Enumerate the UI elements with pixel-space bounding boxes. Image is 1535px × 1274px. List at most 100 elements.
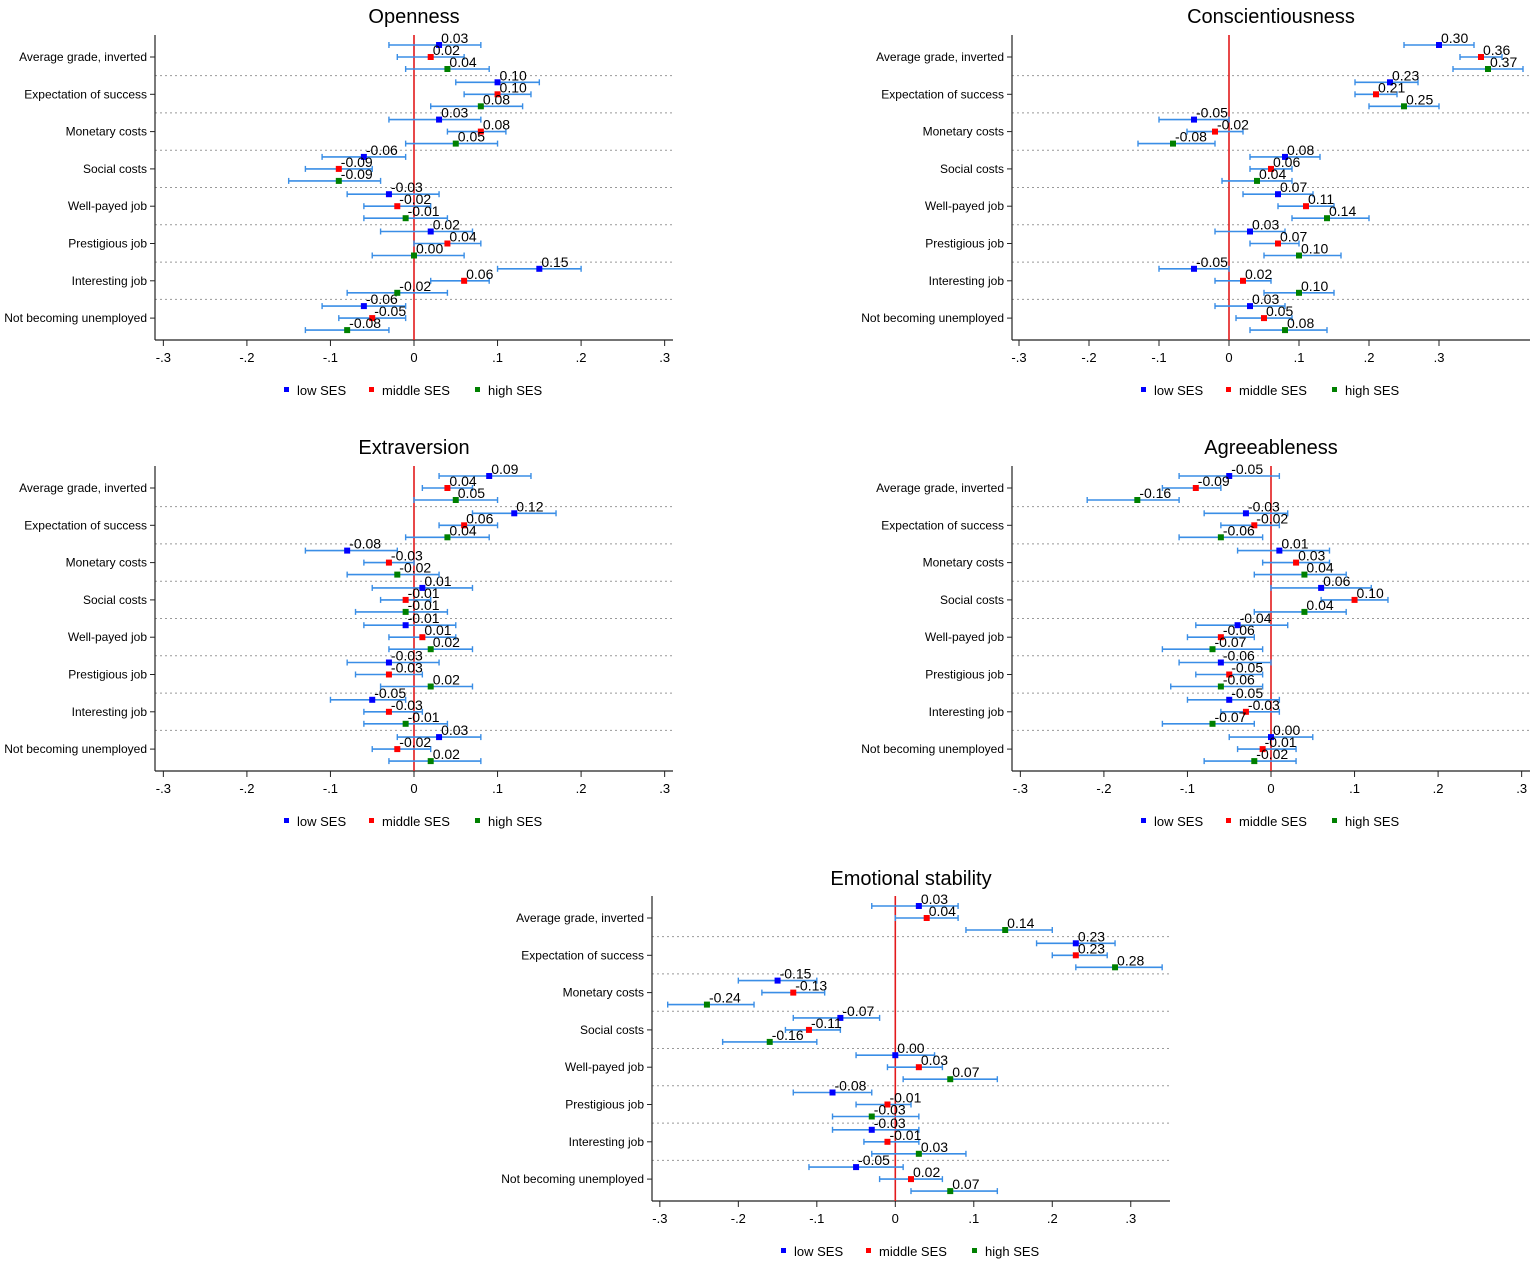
x-tick-label: -.1 — [323, 781, 338, 796]
point-estimate-marker — [344, 327, 351, 334]
legend-label: middle SES — [1239, 383, 1307, 398]
y-category-label: Not becoming unemployed — [4, 742, 147, 756]
point-estimate-marker — [419, 634, 426, 641]
point-estimate-marker — [853, 1164, 860, 1171]
x-tick-label: -.3 — [652, 1211, 667, 1226]
x-tick-label: -.2 — [239, 781, 254, 796]
y-category-label: Well-payed job — [565, 1060, 644, 1074]
data-label: -0.05 — [1231, 660, 1263, 676]
data-label: -0.05 — [1231, 461, 1263, 477]
data-label: 0.23 — [1392, 67, 1419, 83]
point-estimate-marker — [1192, 485, 1199, 491]
legend-label: low SES — [1154, 383, 1203, 398]
data-label: 0.06 — [1273, 154, 1300, 170]
data-label: 0.03 — [921, 891, 948, 907]
panel-conscientiousness: Conscientiousness -.3 -.2 -.1 0 .1 .2 .3 Average… — [861, 6, 1530, 398]
data-label: 0.03 — [1298, 548, 1325, 564]
point-estimate-marker — [915, 1064, 922, 1071]
data-label: 0.23 — [1078, 928, 1105, 944]
data-label: -0.05 — [374, 685, 406, 701]
y-category-label: Average grade, inverted — [516, 911, 644, 925]
y-category-label: Expectation of success — [521, 948, 644, 962]
point-estimate-marker — [1351, 596, 1358, 603]
point-estimate-marker — [436, 42, 443, 48]
data-label: 0.25 — [1406, 91, 1433, 107]
point-estimate-marker — [1282, 327, 1288, 334]
data-label: -0.03 — [391, 697, 423, 713]
point-estimate-marker — [1191, 116, 1197, 123]
point-estimate-marker — [1234, 622, 1241, 629]
data-label: 0.03 — [1252, 217, 1279, 233]
point-estimate-marker — [394, 571, 401, 578]
x-tick-label: -.1 — [1151, 350, 1166, 365]
x-tick-label: .1 — [492, 781, 503, 796]
point-estimate-marker — [1275, 240, 1281, 247]
data-label: 0.03 — [1252, 291, 1279, 307]
point-estimate-marker — [461, 277, 468, 284]
legend-label: high SES — [985, 1244, 1040, 1259]
point-estimate-marker — [1212, 128, 1218, 135]
data-label: -0.15 — [780, 966, 812, 982]
x-tick-label: .2 — [576, 350, 587, 365]
point-estimate-marker — [1268, 165, 1274, 172]
data-label: -0.03 — [391, 179, 423, 195]
point-estimate-marker — [1072, 940, 1079, 947]
point-estimate-marker — [1324, 215, 1330, 222]
point-estimate-marker — [1401, 103, 1407, 110]
y-category-label: Social costs — [580, 1023, 644, 1037]
point-estimate-marker — [394, 289, 401, 296]
point-estimate-marker — [452, 497, 459, 503]
y-category-label: Prestigious job — [68, 668, 147, 682]
point-estimate-marker — [868, 1113, 875, 1120]
point-estimate-marker — [1282, 153, 1288, 160]
data-label: 0.15 — [541, 254, 568, 270]
data-label: 0.04 — [929, 903, 956, 919]
data-label: 0.06 — [1323, 573, 1350, 589]
point-estimate-marker — [947, 1188, 954, 1195]
y-category-label: Social costs — [83, 162, 147, 176]
point-estimate-marker — [1217, 534, 1224, 541]
point-estimate-marker — [1226, 671, 1233, 678]
panel-extraversion: Extraversion -.3 -.2 -.1 0 .1 .2 .3 Average grad… — [4, 437, 673, 829]
legend-label: high SES — [1345, 383, 1400, 398]
point-estimate-marker — [1254, 177, 1260, 184]
point-estimate-marker — [915, 903, 922, 909]
point-estimate-marker — [884, 1138, 891, 1145]
chart-title: Openness — [368, 6, 459, 28]
point-estimate-marker — [908, 1176, 914, 1183]
point-estimate-marker — [837, 1014, 844, 1021]
point-estimate-marker — [1301, 608, 1308, 615]
point-estimate-marker — [1242, 510, 1249, 517]
point-estimate-marker — [1293, 559, 1300, 566]
point-estimate-marker — [1436, 42, 1442, 48]
point-estimate-marker — [1134, 497, 1141, 503]
data-label: 0.28 — [1117, 952, 1144, 968]
point-estimate-marker — [1296, 252, 1302, 259]
data-label: 0.06 — [466, 510, 493, 526]
x-tick-label: 0 — [410, 350, 417, 365]
point-estimate-marker — [494, 91, 501, 98]
point-estimate-marker — [1275, 191, 1281, 198]
legend-marker — [781, 1248, 786, 1253]
point-estimate-marker — [1112, 964, 1119, 971]
point-estimate-marker — [444, 240, 451, 247]
data-label: 0.36 — [1483, 42, 1510, 58]
data-label: -0.01 — [408, 597, 440, 613]
x-tick-label: .3 — [659, 350, 670, 365]
y-category-label: Prestigious job — [565, 1098, 644, 1112]
point-estimate-marker — [335, 165, 342, 172]
y-category-label: Average grade, inverted — [19, 481, 147, 495]
data-label: 0.01 — [1281, 536, 1308, 552]
data-label: -0.05 — [1231, 685, 1263, 701]
data-label: 0.03 — [921, 1052, 948, 1068]
data-label: -0.06 — [1223, 672, 1255, 688]
point-estimate-marker — [892, 1052, 899, 1059]
data-label: 0.01 — [424, 622, 451, 638]
y-category-label: Well-payed job — [68, 199, 147, 213]
data-label: -0.16 — [1139, 485, 1171, 501]
legend-label: high SES — [1345, 814, 1400, 829]
data-label: -0.03 — [391, 648, 423, 664]
point-estimate-marker — [1240, 277, 1246, 284]
point-estimate-marker — [1296, 289, 1302, 296]
